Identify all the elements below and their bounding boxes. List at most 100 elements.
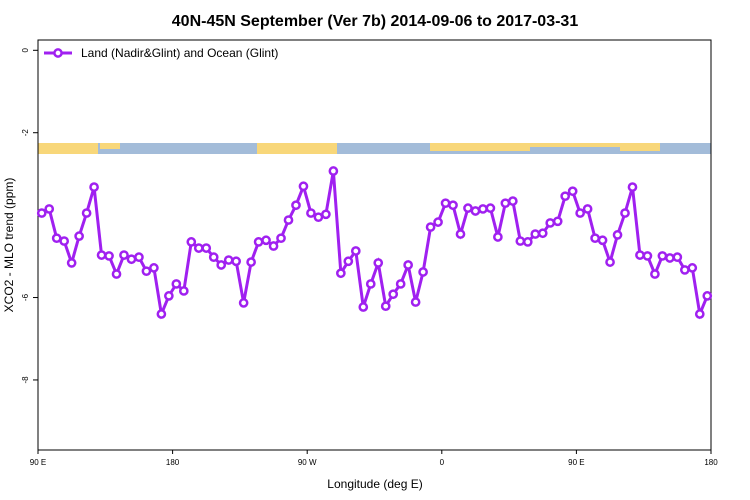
data-point (231, 256, 242, 267)
data-point (59, 236, 70, 246)
data-point (306, 208, 316, 218)
data-point (164, 291, 174, 301)
data-point (537, 228, 548, 239)
data-point (223, 255, 234, 265)
data-point (246, 257, 256, 267)
y-tick-label: -8 (21, 376, 30, 384)
data-point (403, 260, 413, 270)
x-tick-label: 180 (704, 458, 718, 467)
data-point (365, 279, 376, 289)
data-point (522, 237, 533, 247)
land-segment (430, 143, 530, 151)
data-point (515, 236, 526, 246)
data-point (575, 208, 585, 218)
data-point (81, 208, 92, 218)
data-point (665, 253, 675, 263)
data-point (455, 229, 466, 239)
data-point (650, 269, 660, 279)
data-point (171, 279, 182, 289)
data-point (291, 200, 301, 211)
data-point (178, 286, 189, 296)
ocean-strip (38, 143, 711, 154)
data-point (507, 196, 518, 206)
data-point (395, 279, 406, 289)
x-tick-label: 90 E (568, 458, 584, 467)
data-point (238, 298, 249, 308)
data-point (156, 309, 167, 319)
data-point (560, 191, 571, 202)
data-point (620, 208, 630, 218)
data-point (470, 206, 481, 216)
data-point (679, 265, 690, 275)
data-point (440, 198, 451, 209)
data-point (582, 204, 593, 214)
data-point (552, 216, 563, 227)
legend-marker (53, 48, 63, 58)
land-segment (257, 143, 337, 154)
legend-label: Land (Nadir&Glint) and Ocean (Glint) (81, 46, 278, 60)
data-point (96, 250, 107, 260)
data-point (216, 260, 227, 270)
data-point (126, 254, 137, 265)
data-point (36, 208, 47, 218)
data-point (276, 233, 286, 244)
data-point (336, 268, 346, 279)
data-point (358, 302, 369, 312)
data-point (149, 263, 159, 273)
data-point (478, 204, 488, 214)
x-axis-label: Longitude (deg E) (327, 477, 422, 491)
data-point (51, 233, 62, 244)
chart-title: 40N-45N September (Ver 7b) 2014-09-06 to… (172, 13, 579, 30)
data-point (425, 222, 436, 232)
data-point (605, 257, 615, 267)
land-segment (38, 143, 98, 154)
data-point (89, 182, 99, 192)
data-point (545, 218, 556, 228)
data-point (343, 256, 354, 267)
y-tick-label: -2 (21, 129, 30, 137)
data-point (268, 241, 279, 251)
data-point (201, 243, 212, 253)
data-point (328, 166, 339, 176)
data-point (612, 230, 623, 240)
data-point (111, 269, 122, 279)
data-point (321, 209, 331, 220)
series-line (41, 170, 709, 320)
plot-frame (37, 39, 712, 451)
land-ocean-strip (38, 143, 711, 154)
data-point (642, 251, 653, 261)
data-point (298, 181, 309, 192)
data-point (141, 266, 152, 277)
data-point (433, 217, 443, 227)
data-point (44, 204, 55, 214)
data-point (493, 232, 503, 242)
data-point (380, 301, 391, 312)
land-segment (620, 143, 660, 151)
data-point (313, 212, 324, 223)
data-point (66, 258, 77, 268)
data-point (448, 200, 458, 211)
data-point (485, 203, 496, 213)
x-tick-label: 90 E (30, 458, 46, 467)
data-point (672, 252, 683, 263)
data-point (657, 251, 668, 261)
x-tick-label: 180 (166, 458, 180, 467)
data-point (463, 203, 473, 213)
data-point (208, 252, 219, 263)
land-segment (100, 143, 120, 149)
data-point (410, 297, 421, 307)
data-point (119, 250, 129, 260)
data-point (283, 215, 294, 225)
data-point (350, 246, 361, 256)
y-tick-label: 0 (21, 48, 30, 53)
data-point (193, 243, 204, 253)
data-point (687, 263, 698, 273)
data-point (627, 182, 638, 192)
data-point (702, 291, 713, 301)
data-point (530, 229, 541, 239)
x-tick-label: 0 (440, 458, 445, 467)
data-point (388, 289, 399, 300)
data-point (253, 237, 264, 247)
